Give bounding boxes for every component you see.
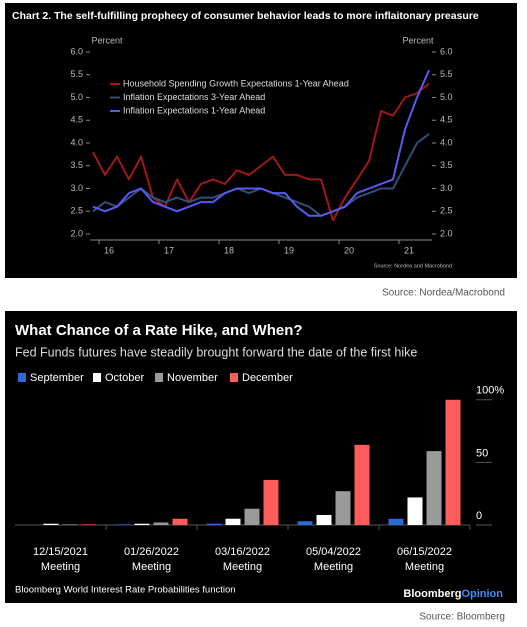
bar [426, 451, 442, 525]
bar [225, 518, 241, 525]
x-tick-label: 18 [224, 245, 234, 255]
logo-part: Bloomberg [403, 588, 461, 600]
line-series [92, 83, 430, 222]
y-tick-label: 3.0 [70, 183, 83, 193]
x-tick-label: 16 [104, 245, 114, 255]
y-tick-label: 50 [476, 447, 488, 459]
logo: BloombergOpinion [403, 588, 503, 600]
bar [445, 399, 461, 525]
legend-label: November [167, 372, 218, 384]
y2-tick-label: 4.5 [440, 115, 453, 125]
legend-label: Inflation Expectations 1-Year Ahead [123, 105, 265, 115]
y-tick-label: 4.5 [70, 115, 83, 125]
y-tick-label: 2.5 [70, 206, 83, 216]
bar [316, 514, 332, 525]
x-tick-label: 20 [344, 245, 354, 255]
legend-label: October [105, 372, 144, 384]
bar [244, 508, 260, 525]
bar [407, 497, 423, 525]
bar [134, 523, 150, 525]
y-axis-label: Percent [91, 35, 123, 45]
legend-swatch [18, 373, 26, 382]
chart-title: What Chance of a Rate Hike, and When? [15, 322, 303, 339]
chart-note: Source: Nordea and Macrobond [374, 263, 452, 269]
y-tick-label: 6.0 [70, 46, 83, 56]
bar [115, 524, 131, 525]
x-tick-label: 06/15/2022 Meeting [397, 546, 452, 573]
bar [354, 444, 370, 525]
bar [206, 523, 222, 525]
y2-tick-label: 3.0 [440, 183, 453, 193]
legend-swatch [93, 373, 101, 382]
footnote: Bloomberg World Interest Rate Probabilit… [15, 585, 236, 596]
source: Source: Nordea/Macrobond [382, 288, 505, 299]
y-tick-label: 0 [476, 510, 482, 522]
y-tick-label: 100% [476, 385, 504, 397]
y-tick-label: 3.5 [70, 160, 83, 170]
y2-tick-label: 4.0 [440, 137, 453, 147]
y-tick-label: 5.5 [70, 69, 83, 79]
bar [153, 522, 169, 525]
line-series [92, 69, 430, 217]
chart-1-background [5, 3, 517, 278]
x-tick-label: 21 [404, 245, 414, 255]
x-tick-label: 12/15/2021 Meeting [33, 546, 88, 573]
x-tick-label: 03/16/2022 Meeting [215, 546, 270, 573]
bar [263, 479, 279, 525]
x-tick-label: 05/04/2022 Meeting [306, 546, 361, 573]
bar [297, 521, 313, 525]
y2-tick-label: 2.0 [440, 228, 453, 238]
legend-label: December [242, 372, 293, 384]
y2-tick-label: 3.5 [440, 160, 453, 170]
bar [335, 491, 351, 525]
source: Source: Bloomberg [419, 612, 505, 623]
y-tick-label: 5.0 [70, 92, 83, 102]
y2-tick-label: 2.5 [440, 206, 453, 216]
y2-tick-label: 5.5 [440, 69, 453, 79]
bar [43, 523, 59, 525]
y2-tick-label: 5.0 [440, 92, 453, 102]
y2-tick-label: 6.0 [440, 46, 453, 56]
bar [62, 524, 78, 525]
legend-label: September [30, 372, 84, 384]
bar [388, 518, 404, 525]
y-tick-label: 4.0 [70, 137, 83, 147]
legend-swatch [230, 373, 238, 382]
bar [81, 524, 97, 525]
chart-title: Chart 2. The self-fulfilling prophecy of… [12, 10, 479, 22]
legend-label: Household Spending Growth Expectations 1… [123, 78, 349, 88]
logo-part: Opinion [461, 588, 503, 600]
y-tick-label: 2.0 [70, 228, 83, 238]
x-tick-label: 01/26/2022 Meeting [124, 546, 179, 573]
chart-subtitle: Fed Funds futures have steadily brought … [15, 345, 417, 359]
legend-label: Inflation Expectations 3-Year Ahead [123, 92, 265, 102]
bar [172, 518, 188, 525]
x-tick-label: 19 [284, 245, 294, 255]
y2-axis-label: Percent [402, 35, 434, 45]
legend-swatch [155, 373, 163, 382]
x-tick-label: 17 [164, 245, 174, 255]
